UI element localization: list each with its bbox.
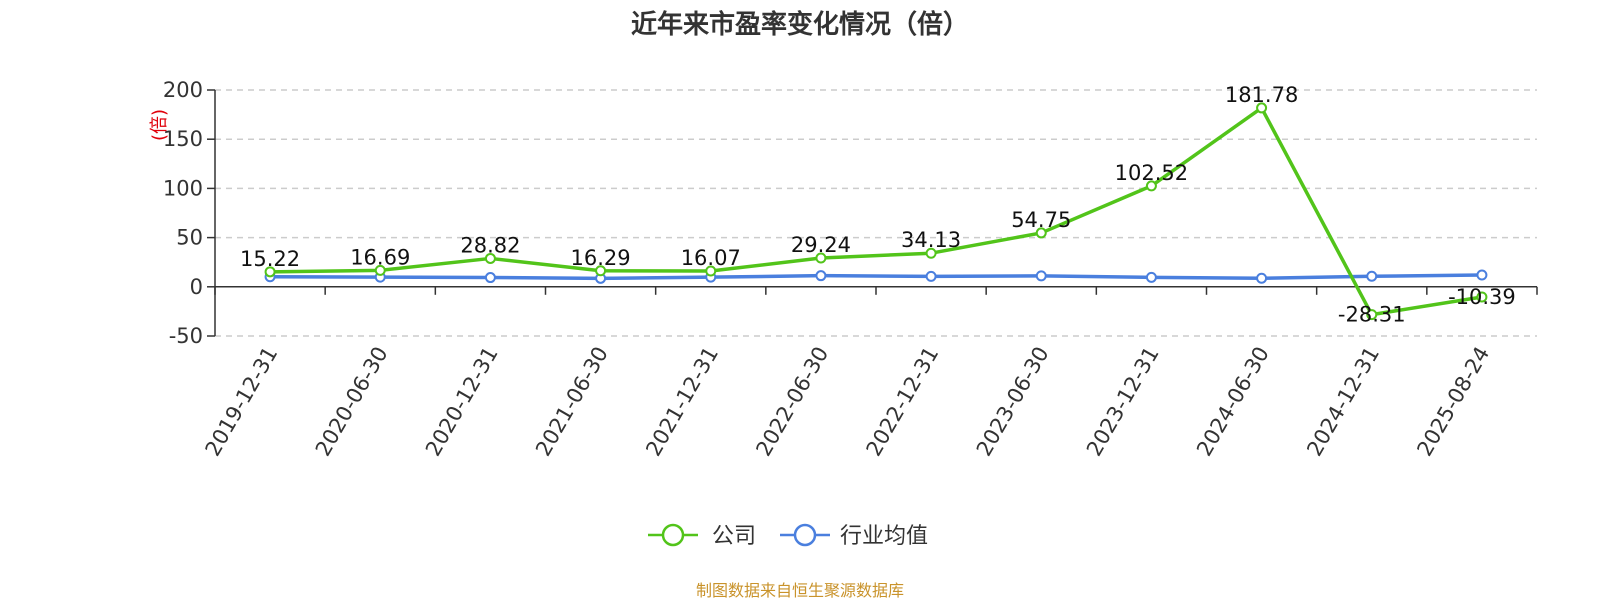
data-point [925, 270, 937, 282]
data-label: 16.29 [571, 246, 631, 270]
data-point [264, 266, 276, 278]
y-tick-label: 200 [163, 78, 203, 102]
x-tick-label: 2021-06-30 [531, 343, 613, 461]
x-tick-label: 2022-06-30 [751, 343, 833, 461]
data-point [1476, 269, 1488, 281]
data-point [705, 265, 717, 277]
data-label: 16.69 [350, 245, 410, 269]
source-note: 制图数据来自恒生聚源数据库 [696, 581, 904, 600]
data-label: 102.52 [1115, 161, 1188, 185]
chart-title: 近年来市盈率变化情况（倍） [631, 9, 969, 40]
data-label: -28.31 [1338, 303, 1406, 327]
data-label: 34.13 [901, 228, 961, 252]
data-point [1366, 270, 1378, 282]
data-point [925, 247, 937, 259]
data-point [484, 252, 496, 264]
x-tick-label: 2020-12-31 [421, 342, 503, 460]
data-label: 54.75 [1011, 208, 1071, 232]
legend: 公司 行业均值 [648, 523, 928, 549]
x-tick-label: 2019-12-31 [201, 343, 283, 461]
x-tick-label: 2022-12-31 [862, 342, 944, 460]
x-tick-label: 2023-06-30 [972, 343, 1054, 461]
data-point [815, 252, 827, 264]
series [264, 102, 1488, 321]
data-point [484, 272, 496, 284]
legend-marker [661, 523, 685, 547]
x-tick-label: 2023-12-31 [1082, 343, 1164, 461]
series-line-company [270, 106, 1483, 317]
data-label: -10.39 [1448, 285, 1516, 309]
y-tick-label: 100 [163, 176, 203, 200]
data-point [1145, 180, 1157, 192]
series-line-industry-avg [270, 273, 1482, 281]
data-labels: 15.22 16.69 28.82 16.29 16.07 29.24 34.13 54.75… [240, 83, 1516, 327]
data-point [1035, 270, 1047, 282]
x-tick-label: 2024-06-30 [1192, 343, 1274, 461]
data-point [1256, 102, 1268, 114]
x-tick-label: 2020-06-30 [311, 343, 393, 461]
legend-label: 公司 [712, 524, 756, 549]
data-label: 28.82 [460, 233, 520, 257]
legend-item-company: 公司 [648, 523, 756, 549]
data-point [1476, 291, 1488, 303]
data-label: 15.22 [240, 247, 300, 271]
y-axis-label: (倍) [149, 109, 170, 141]
legend-label: 行业均值 [840, 524, 928, 549]
x-tick-label: 2025-08-24 [1412, 343, 1494, 461]
legend-item-industry-avg: 行业均值 [780, 523, 928, 549]
data-point [1145, 271, 1157, 283]
y-tick-label: -50 [169, 324, 203, 348]
data-label: 181.78 [1225, 83, 1298, 107]
x-tick-label: 2021-12-31 [641, 343, 723, 461]
data-point [1035, 227, 1047, 239]
data-label: 16.07 [681, 246, 741, 270]
data-point [1366, 309, 1378, 321]
data-point [815, 270, 827, 282]
y-tick-label: 50 [176, 226, 203, 250]
x-tick-label: 2024-12-31 [1302, 343, 1384, 461]
data-point [595, 265, 607, 277]
data-point [374, 264, 386, 276]
data-point [1256, 272, 1268, 284]
legend-marker [793, 523, 817, 547]
grid [215, 89, 1537, 337]
y-tick-label: 0 [190, 275, 203, 299]
y-tick-label: 150 [163, 127, 203, 151]
data-label: 29.24 [791, 233, 851, 257]
